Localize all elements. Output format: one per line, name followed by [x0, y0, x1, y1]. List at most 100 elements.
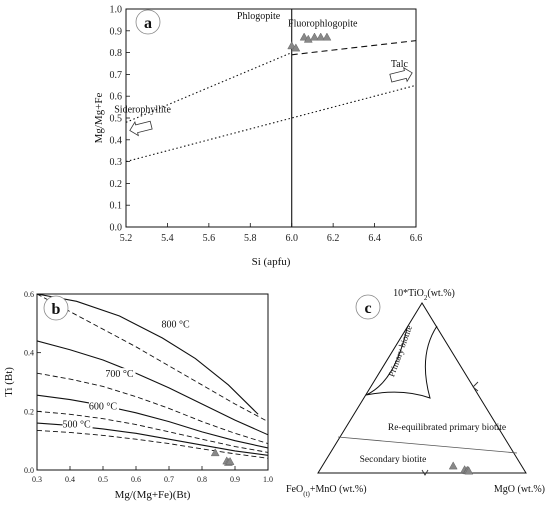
- trend-arrow-a: [389, 66, 413, 83]
- x-tick-label-b: 1.0: [263, 475, 273, 484]
- annotation-a: Siderophyllite: [114, 105, 171, 116]
- x-tick-label-b: 0.8: [197, 475, 207, 484]
- panel-c: Primary biotite Re-equilibrated primary b…: [286, 288, 545, 498]
- isotherm-label-bg-b: [62, 418, 93, 430]
- x-tick-label-a: 6.6: [410, 233, 423, 244]
- y-tick-label-b: 0.0: [24, 466, 34, 475]
- edge-arrow-bottom: [421, 469, 429, 476]
- y-tick-label-b: 0.6: [24, 290, 34, 299]
- isotherm-line-b: [37, 372, 268, 445]
- x-tick-label-a: 5.2: [120, 233, 133, 244]
- y-tick-label-b: 0.4: [24, 349, 34, 358]
- data-point-a: [322, 32, 332, 41]
- field-label-reequilibrated: Re-equilibrated primary biotite: [388, 423, 506, 433]
- ternary-triangle: [317, 302, 527, 474]
- data-point-c: [464, 466, 474, 475]
- isotherm-line-b: [37, 394, 268, 449]
- boundary-line-a: [291, 40, 417, 56]
- y-tick-label-a: 0.9: [110, 26, 123, 37]
- x-axis-label-a: Si (apfu): [252, 256, 291, 268]
- trend-arrow-a-shape: [129, 120, 153, 137]
- isotherm-label-b: 800 °C: [162, 319, 190, 330]
- boundary-line-a: [125, 84, 417, 163]
- y-tick-label-b: 0.2: [24, 407, 34, 416]
- x-tick-label-b: 0.5: [98, 475, 108, 484]
- y-tick-label-a: 0.6: [110, 92, 123, 103]
- trend-arrow-a: [129, 120, 153, 137]
- y-tick-label-a: 0.7: [110, 70, 123, 81]
- x-tick-label-a: 5.6: [203, 233, 216, 244]
- isotherm-line-b: [37, 429, 268, 459]
- y-tick-label-a: 0.3: [110, 157, 123, 168]
- data-point-b: [210, 448, 220, 457]
- panel-label-circle-a: [135, 9, 161, 35]
- vertex-label-top-sub: 2: [424, 294, 428, 302]
- vertex-label-left-sub: (t): [303, 490, 310, 498]
- isotherm-label-bg-b: [105, 368, 136, 380]
- vertex-label-left: FeO(t)+MnO (wt.%): [286, 484, 367, 498]
- isotherm-label-bg-b: [89, 400, 119, 412]
- vertex-label-top: 10*TiO2(wt.%): [393, 288, 455, 302]
- panel-label-c: c: [364, 300, 371, 317]
- x-tick-label-b: 0.7: [164, 475, 174, 484]
- y-axis-label-a: Mg/Mg+Fe: [93, 92, 105, 143]
- panel-label-circle-b: [43, 295, 69, 321]
- annotation-a: Phlogopite: [237, 11, 281, 22]
- isotherm-label-b: 500 °C: [63, 420, 91, 431]
- y-tick-label-a: 0.0: [110, 223, 123, 234]
- primary-biotite-boundary: [365, 325, 438, 399]
- y-tick-label-a: 0.1: [110, 201, 123, 212]
- panel-b: 800 °C 700 °C 600 °C 500 °C 0.0 0.2 0.4 0.6 0.3 0…: [3, 290, 273, 501]
- y-axis-label-b: Ti (Bt): [3, 367, 15, 397]
- edge-arrow-right: [472, 381, 479, 392]
- panel-a: 0.0 0.1 0.2 0.3 0.4 0.5 0.6 0.7 0.8 0.9 1.0 5.2 5.4 5…: [93, 5, 422, 269]
- isotherm-label-bg-b: [161, 318, 192, 330]
- x-axis-label-b: Mg/(Mg+Fe)(Bt): [115, 489, 191, 501]
- plot-frame-b: [36, 293, 269, 471]
- panel-label-b: b: [52, 301, 61, 318]
- x-tick-label-a: 5.8: [244, 233, 257, 244]
- trend-arrow-a-shape: [389, 66, 413, 83]
- y-tick-label-a: 1.0: [110, 5, 123, 16]
- isotherm-group-b: [37, 294, 268, 459]
- panel-label-circle-c: [355, 294, 381, 320]
- x-tick-label-a: 6.2: [327, 233, 340, 244]
- panel-label-a: a: [144, 15, 152, 32]
- isotherm-line-b: [37, 294, 259, 415]
- field-label-secondary: Secondary biotite: [360, 455, 427, 465]
- vertex-label-left-main: FeO: [286, 484, 303, 495]
- x-tick-label-b: 0.6: [131, 475, 141, 484]
- plot-frame-a: [125, 8, 417, 228]
- y-tick-label-a: 0.5: [110, 114, 123, 125]
- annotation-a: Talc: [391, 59, 409, 70]
- isotherm-line-b: [37, 340, 268, 436]
- x-tick-label-a: 5.4: [161, 233, 174, 244]
- isotherm-line-b: [37, 294, 268, 422]
- data-point-a: [291, 43, 301, 52]
- data-point-a: [310, 32, 319, 41]
- isotherm-label-b: 700 °C: [105, 369, 133, 380]
- x-tick-label-b: 0.9: [230, 475, 240, 484]
- isotherm-line-b: [37, 410, 268, 453]
- x-tick-label-b: 0.4: [65, 475, 75, 484]
- y-tick-label-a: 0.2: [110, 179, 123, 190]
- data-point-a: [316, 32, 326, 41]
- x-tick-label-a: 6.4: [368, 233, 381, 244]
- field-label-primary: Primary biotite: [386, 324, 414, 378]
- x-tick-label-b: 0.3: [32, 475, 42, 484]
- vertex-label-top-unit: (wt.%): [427, 288, 455, 299]
- data-point-c: [448, 461, 458, 470]
- vertex-label-right: MgO (wt.%): [494, 484, 545, 495]
- isotherm-label-b: 600 °C: [89, 401, 117, 412]
- data-point-b: [225, 456, 235, 465]
- y-tick-label-a: 0.8: [110, 48, 123, 59]
- data-point-a: [299, 32, 309, 41]
- y-tick-label-a: 0.4: [110, 135, 123, 146]
- vertex-label-top-main: 10*TiO: [393, 288, 424, 299]
- x-tick-label-a: 6.0: [285, 233, 298, 244]
- annotation-a: Fluorophlogopite: [288, 18, 358, 29]
- data-point-a: [287, 41, 297, 50]
- vertex-label-left-unit: +MnO (wt.%): [310, 484, 367, 495]
- data-point-a: [303, 34, 313, 43]
